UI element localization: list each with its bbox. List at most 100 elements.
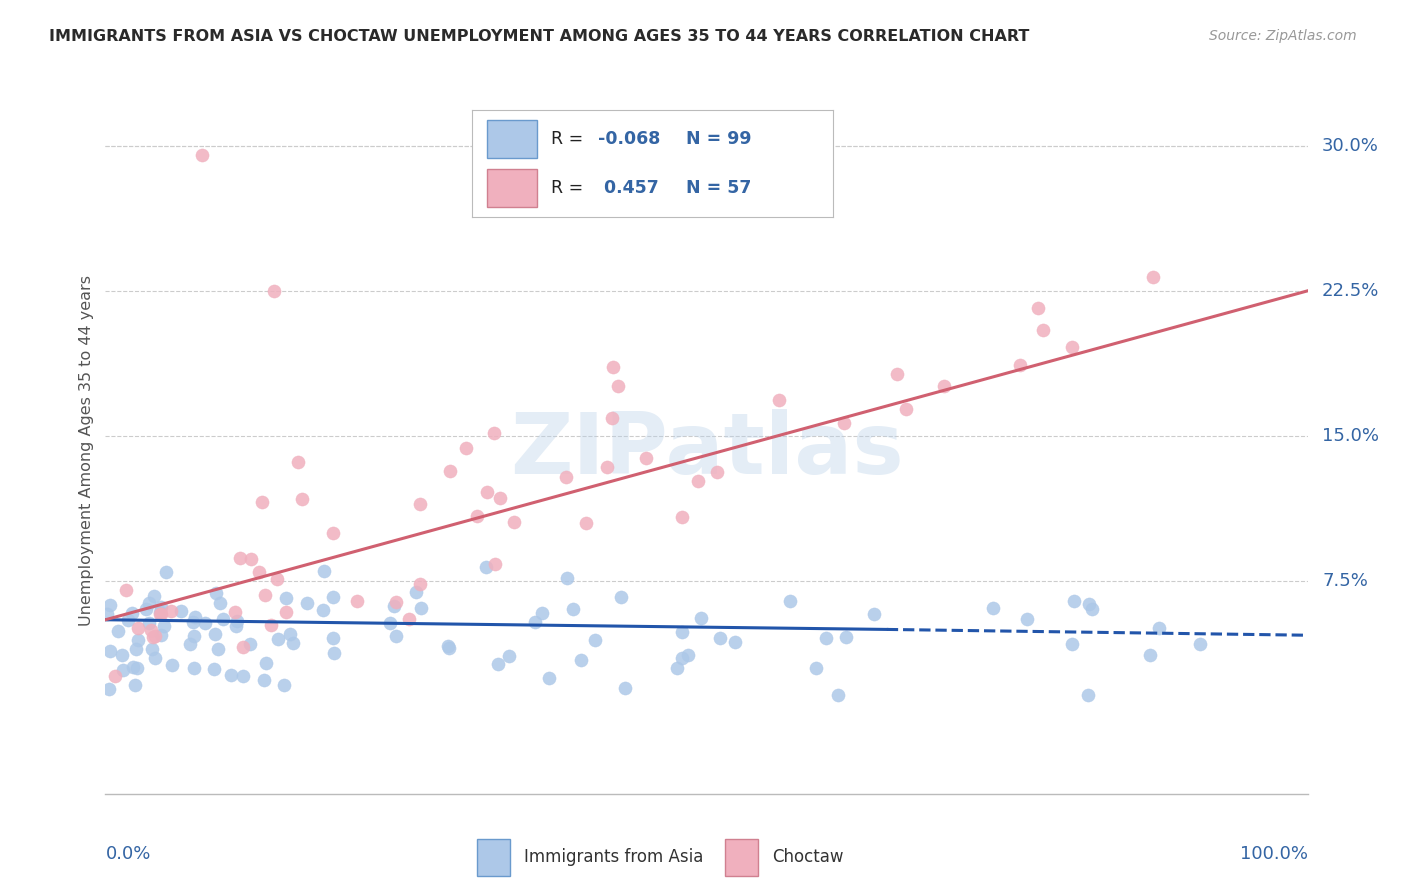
Point — [98, 682, 121, 697]
Point — [1026, 301, 1049, 315]
Point — [127, 621, 149, 635]
Point — [671, 625, 693, 640]
Point — [274, 605, 297, 619]
Point — [281, 636, 304, 650]
Point — [676, 648, 699, 662]
Point — [194, 616, 217, 631]
Point — [382, 599, 405, 613]
Point — [184, 610, 207, 624]
Point — [190, 148, 212, 162]
Point — [686, 474, 709, 488]
Point — [689, 611, 711, 625]
Point — [263, 284, 285, 298]
Point — [484, 425, 506, 440]
Point — [179, 637, 201, 651]
Point — [408, 498, 430, 512]
Point — [153, 619, 176, 633]
Point — [600, 411, 623, 425]
Point — [124, 678, 146, 692]
Point — [117, 613, 139, 627]
Point — [139, 624, 162, 638]
Point — [385, 595, 408, 609]
Point — [610, 590, 633, 604]
Point — [322, 590, 344, 604]
Point — [779, 594, 801, 608]
Point — [322, 632, 344, 646]
Point — [894, 402, 917, 417]
Point — [221, 667, 243, 681]
Point — [475, 485, 498, 500]
Point — [983, 601, 1005, 615]
Point — [613, 681, 636, 695]
Point — [247, 565, 270, 579]
Text: 22.5%: 22.5% — [1322, 282, 1379, 300]
Point — [239, 637, 262, 651]
Text: ZIPatlas: ZIPatlas — [509, 409, 904, 492]
Point — [827, 689, 849, 703]
Point — [183, 629, 205, 643]
Point — [124, 641, 146, 656]
Point — [1077, 597, 1099, 611]
Point — [596, 459, 619, 474]
Point — [231, 640, 253, 654]
Text: 30.0%: 30.0% — [1322, 136, 1379, 154]
Point — [475, 559, 498, 574]
Point — [170, 604, 193, 618]
Point — [141, 642, 163, 657]
Point — [1015, 612, 1038, 626]
Point — [503, 515, 526, 529]
Point — [224, 605, 246, 619]
Point — [142, 630, 165, 644]
Point — [229, 551, 252, 566]
Point — [437, 641, 460, 656]
Point — [287, 455, 309, 469]
Point — [114, 583, 136, 598]
Point — [273, 678, 295, 692]
Point — [254, 588, 277, 602]
Point — [1139, 648, 1161, 662]
Point — [226, 614, 249, 628]
Point — [636, 450, 658, 465]
Point — [886, 368, 908, 382]
Point — [346, 594, 368, 608]
Point — [149, 605, 172, 619]
Point — [437, 639, 460, 653]
Point — [121, 660, 143, 674]
Point — [127, 632, 149, 647]
Point — [159, 604, 181, 618]
Point — [150, 599, 173, 614]
Point — [454, 441, 477, 455]
Point — [110, 648, 132, 662]
Point — [709, 631, 731, 645]
Point — [398, 612, 420, 626]
Point — [1077, 688, 1099, 702]
Point — [322, 526, 344, 541]
Point — [562, 602, 585, 616]
Point — [484, 557, 506, 571]
Point — [225, 619, 247, 633]
Point — [671, 651, 693, 665]
Point — [312, 603, 335, 617]
Point — [409, 577, 432, 591]
Point — [183, 615, 205, 629]
Point — [489, 491, 512, 505]
Text: 7.5%: 7.5% — [1322, 572, 1368, 590]
Point — [706, 465, 728, 479]
Point — [806, 661, 828, 675]
Point — [1142, 270, 1164, 285]
Point — [405, 584, 427, 599]
Point — [183, 661, 205, 675]
Point — [252, 673, 274, 687]
Point — [254, 656, 277, 670]
Point — [583, 633, 606, 648]
Point — [138, 616, 160, 631]
Point — [240, 551, 263, 566]
Point — [98, 598, 121, 612]
Point — [278, 627, 301, 641]
Point — [312, 564, 335, 578]
Point — [409, 601, 432, 615]
Point — [160, 657, 183, 672]
Point — [207, 642, 229, 657]
Point — [1149, 621, 1171, 635]
Point — [768, 392, 790, 407]
